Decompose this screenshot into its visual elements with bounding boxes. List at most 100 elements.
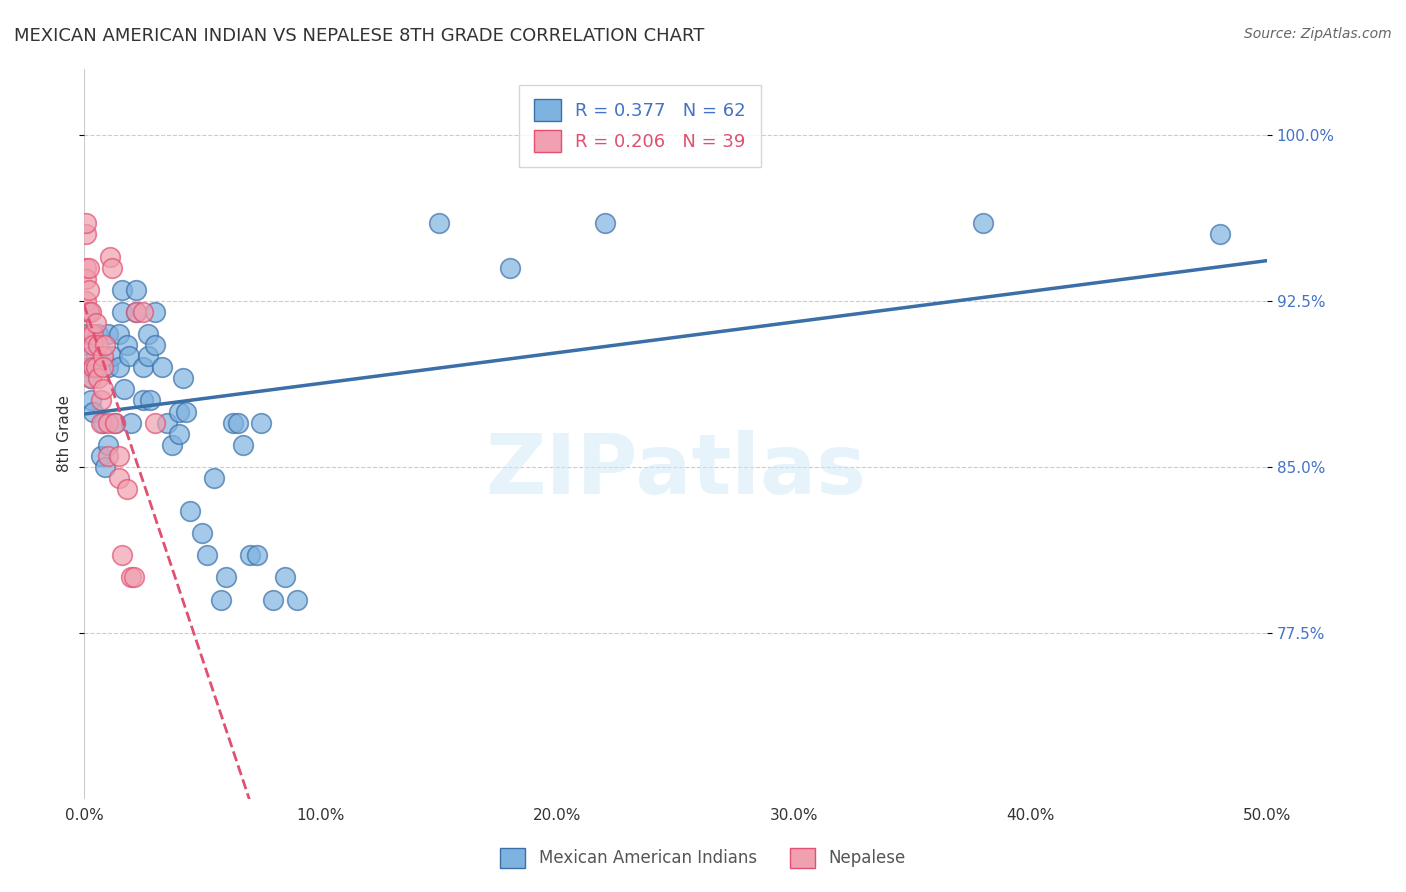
Legend: Mexican American Indians, Nepalese: Mexican American Indians, Nepalese — [494, 841, 912, 875]
Point — [120, 570, 142, 584]
Point — [427, 216, 450, 230]
Legend: R = 0.377   N = 62, R = 0.206   N = 39: R = 0.377 N = 62, R = 0.206 N = 39 — [519, 85, 761, 167]
Point — [91, 349, 114, 363]
Point — [75, 327, 97, 342]
Point — [202, 471, 225, 485]
Point — [226, 416, 249, 430]
Point — [111, 305, 134, 319]
Point — [91, 360, 114, 375]
Point — [246, 549, 269, 563]
Point — [97, 438, 120, 452]
Point — [77, 283, 100, 297]
Point — [1209, 227, 1232, 242]
Point — [75, 227, 97, 242]
Point — [160, 438, 183, 452]
Point — [87, 338, 110, 352]
Point — [262, 592, 284, 607]
Text: Source: ZipAtlas.com: Source: ZipAtlas.com — [1244, 27, 1392, 41]
Point — [77, 305, 100, 319]
Point — [172, 371, 194, 385]
Point — [80, 305, 103, 319]
Point — [231, 438, 253, 452]
Point — [120, 416, 142, 430]
Point — [104, 416, 127, 430]
Point — [91, 416, 114, 430]
Point — [104, 416, 127, 430]
Point — [274, 570, 297, 584]
Point — [80, 371, 103, 385]
Point — [139, 393, 162, 408]
Point — [80, 393, 103, 408]
Point — [94, 459, 117, 474]
Point — [111, 283, 134, 297]
Point — [98, 250, 121, 264]
Point — [77, 360, 100, 375]
Point — [82, 327, 104, 342]
Point — [75, 271, 97, 285]
Point — [972, 216, 994, 230]
Point — [174, 404, 197, 418]
Point — [167, 426, 190, 441]
Point — [125, 283, 148, 297]
Point — [222, 416, 245, 430]
Point — [90, 416, 112, 430]
Point — [136, 349, 159, 363]
Point — [108, 360, 131, 375]
Point — [132, 393, 155, 408]
Point — [97, 416, 120, 430]
Point — [84, 360, 107, 375]
Point — [90, 393, 112, 408]
Point — [115, 482, 138, 496]
Point — [179, 504, 201, 518]
Point — [101, 260, 124, 275]
Point — [75, 293, 97, 308]
Point — [87, 371, 110, 385]
Point — [132, 360, 155, 375]
Point — [108, 471, 131, 485]
Point — [80, 371, 103, 385]
Point — [75, 338, 97, 352]
Point — [108, 449, 131, 463]
Point — [87, 327, 110, 342]
Point — [77, 260, 100, 275]
Point — [82, 404, 104, 418]
Point — [132, 305, 155, 319]
Point — [90, 449, 112, 463]
Point — [75, 260, 97, 275]
Point — [84, 349, 107, 363]
Point — [215, 570, 238, 584]
Point — [82, 360, 104, 375]
Point — [209, 592, 232, 607]
Point — [143, 416, 166, 430]
Point — [191, 526, 214, 541]
Point — [150, 360, 173, 375]
Text: ZIPatlas: ZIPatlas — [485, 430, 866, 510]
Point — [101, 349, 124, 363]
Point — [499, 260, 522, 275]
Text: MEXICAN AMERICAN INDIAN VS NEPALESE 8TH GRADE CORRELATION CHART: MEXICAN AMERICAN INDIAN VS NEPALESE 8TH … — [14, 27, 704, 45]
Point — [285, 592, 308, 607]
Point — [97, 327, 120, 342]
Point — [115, 338, 138, 352]
Point — [143, 305, 166, 319]
Point — [250, 416, 273, 430]
Point — [97, 360, 120, 375]
Point — [143, 338, 166, 352]
Point — [125, 305, 148, 319]
Point — [80, 349, 103, 363]
Point — [84, 316, 107, 330]
Point — [94, 338, 117, 352]
Point — [82, 360, 104, 375]
Point — [156, 416, 179, 430]
Point — [125, 305, 148, 319]
Point — [97, 449, 120, 463]
Point — [82, 338, 104, 352]
Point — [75, 216, 97, 230]
Point — [80, 327, 103, 342]
Point — [91, 383, 114, 397]
Point — [195, 549, 218, 563]
Point — [167, 404, 190, 418]
Point — [239, 549, 262, 563]
Point — [108, 327, 131, 342]
Point — [122, 570, 145, 584]
